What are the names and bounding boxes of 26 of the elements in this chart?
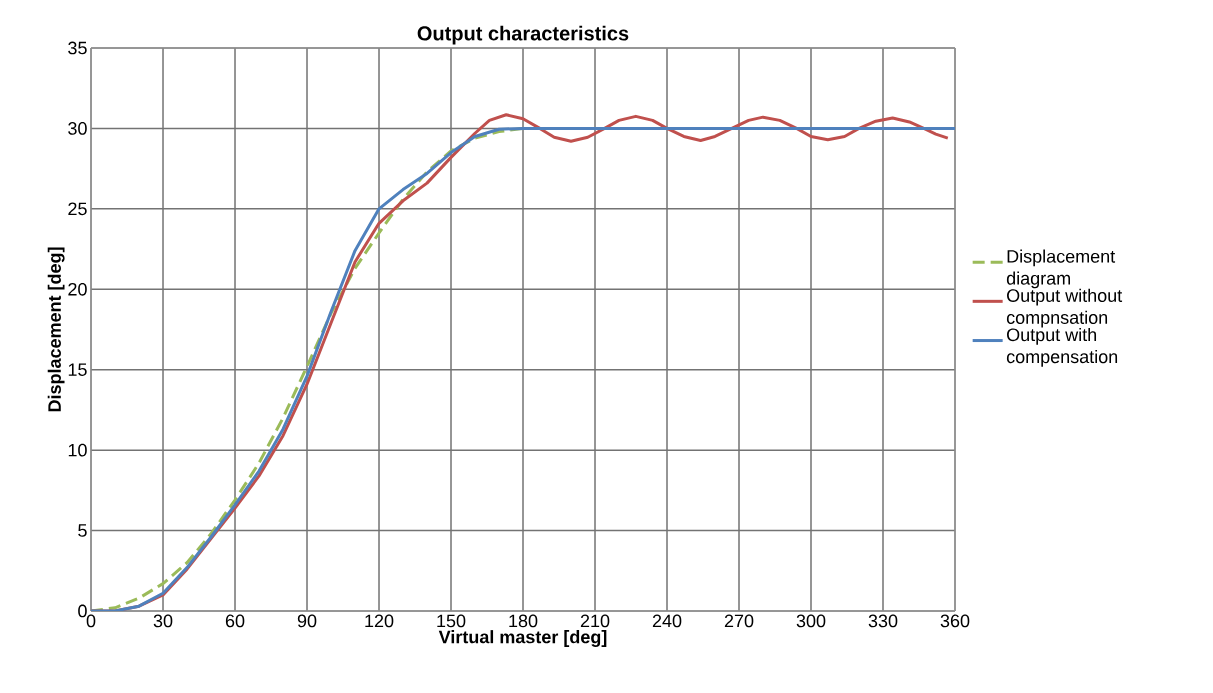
y-tick-label: 0: [78, 604, 87, 618]
legend-label: Displacement diagram: [1006, 249, 1116, 289]
x-tick-label: 210: [580, 614, 610, 628]
x-tick-label: 270: [724, 614, 754, 628]
y-axis-title: Displacement [deg]: [47, 247, 65, 412]
x-tick-label: 180: [509, 614, 538, 628]
x-axis-title: Virtual master [deg]: [438, 630, 607, 647]
x-tick-label: 330: [868, 614, 898, 628]
x-tick-label: 30: [153, 614, 173, 628]
y-tick-label: 30: [68, 122, 87, 135]
legend-label: Output with compensation: [1006, 327, 1118, 367]
x-tick-label: 120: [365, 614, 394, 628]
x-tick-label: 90: [297, 614, 317, 628]
x-tick-label: 60: [225, 614, 245, 628]
y-tick-label: 25: [68, 202, 87, 216]
y-tick-label: 35: [68, 41, 87, 55]
y-tick-label: 15: [68, 363, 87, 376]
x-tick-label: 150: [437, 614, 466, 628]
x-tick-label: 240: [652, 614, 682, 628]
y-tick-label: 5: [78, 524, 87, 537]
x-tick-label: 360: [940, 614, 970, 628]
x-tick-label: 300: [796, 614, 826, 628]
legend-label: Output without compnsation: [1006, 288, 1123, 328]
chart-title: Output characteristics: [417, 25, 629, 45]
y-tick-label: 20: [68, 282, 87, 296]
y-tick-label: 10: [68, 443, 87, 457]
